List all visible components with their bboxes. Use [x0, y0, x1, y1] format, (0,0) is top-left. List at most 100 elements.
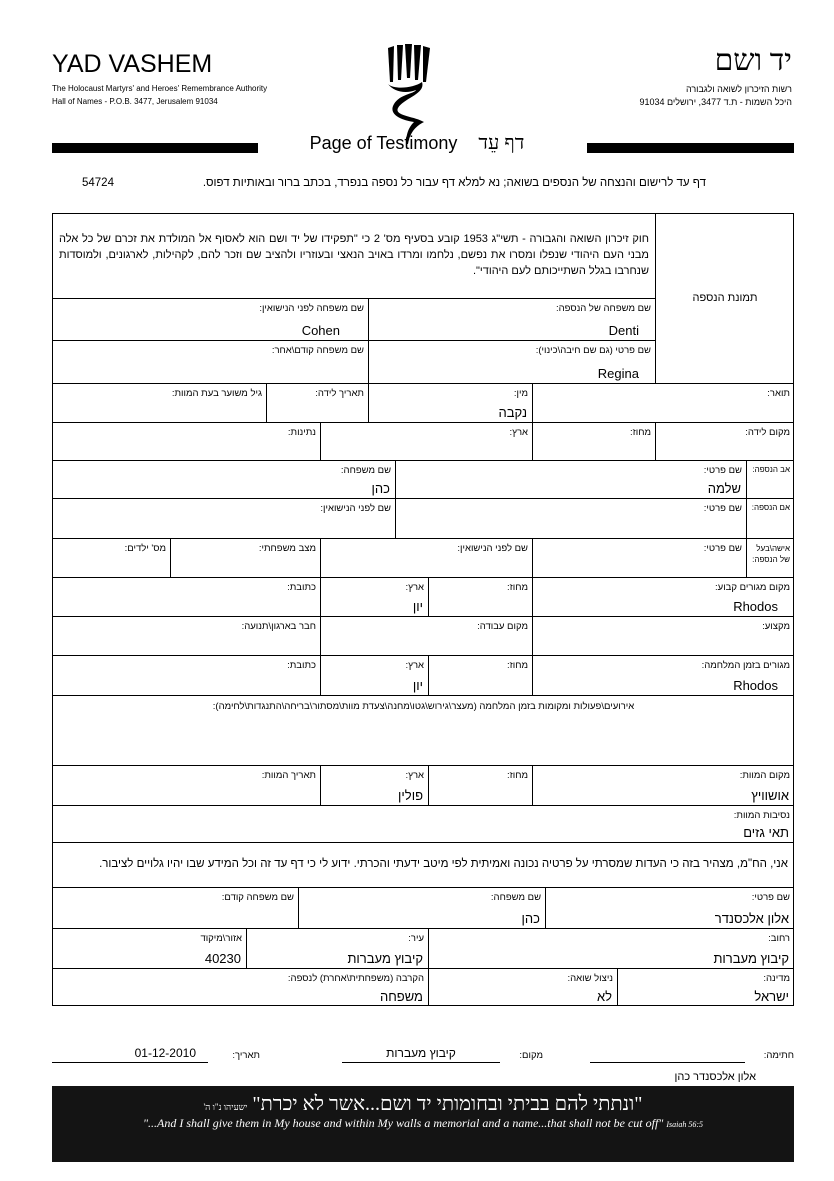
residence-address-field[interactable]: כתובת:	[52, 577, 320, 616]
death-place-field[interactable]: מקום המוות: אושוויץ	[532, 765, 794, 805]
wartime-region-field[interactable]: מחוז:	[428, 655, 532, 695]
quote-he-line: "ונתתי להם בביתי ובחומותי יד ושם...אשר ל…	[52, 1093, 794, 1116]
victim-birth-date-field[interactable]: תאריך לידה:	[266, 383, 368, 422]
victim-previous-surname-field[interactable]: שם משפחה קודם\אחר:	[52, 340, 368, 383]
field-value: Regina	[597, 366, 639, 381]
field-value: Cohen	[301, 323, 340, 338]
org-address-he: היכל השמות - ת.ד 3477, ירושלים 91034	[639, 97, 792, 107]
field-label: מחוז:	[507, 660, 528, 671]
workplace-field[interactable]: מקום עבודה:	[320, 616, 532, 655]
field-value: אלון אלכסנדר	[714, 911, 789, 926]
mother-first-name-field[interactable]: שם פרטי:	[395, 498, 746, 538]
date-line	[52, 1062, 208, 1063]
page-title: Page of Testimony דף עֵד	[0, 132, 834, 155]
spouse-maiden-name-field[interactable]: שם לפני הנישואין:	[320, 538, 532, 577]
quote-en: "...And I shall give them in My house an…	[142, 1116, 664, 1130]
children-count-field[interactable]: מס' ילדים:	[52, 538, 170, 577]
submitter-country-field[interactable]: מדינה: ישראל	[617, 968, 794, 1006]
quote-he-source: ישעיהו נ"ו ה'	[203, 1102, 248, 1112]
field-value: Rhodos	[733, 678, 778, 693]
quote-he: "ונתתי להם בביתי ובחומותי יד ושם...אשר ל…	[252, 1093, 643, 1115]
field-label: שם פרטי:	[703, 543, 742, 554]
place-value[interactable]: קיבוץ מעברות	[386, 1046, 456, 1060]
field-label: שם משפחה של הנספה:	[555, 303, 651, 314]
header-divider-right	[587, 143, 794, 153]
field-label: מקצוע:	[762, 621, 790, 632]
father-first-name-field[interactable]: שם פרטי: שלמה	[395, 460, 746, 498]
submitter-city-field[interactable]: עיר: קיבוץ מעברות	[246, 928, 428, 968]
field-label: שם פרטי:	[703, 465, 742, 476]
org-subtitle-en: The Holocaust Martyrs' and Heroes' Remem…	[52, 84, 268, 93]
place-label: מקום:	[519, 1050, 543, 1061]
field-label: נסיבות המוות:	[733, 810, 790, 821]
submitter-zip-field[interactable]: אזור\מיקוד 40230	[52, 928, 246, 968]
marital-status-field[interactable]: מצב משפחתי:	[170, 538, 320, 577]
birth-country-field[interactable]: ארץ:	[320, 422, 532, 460]
field-value: כהן	[371, 481, 390, 496]
mother-maiden-name-field[interactable]: שם לפני הנישואין:	[52, 498, 395, 538]
victim-maiden-name-field[interactable]: שם משפחה לפני הנישואין: Cohen	[52, 298, 368, 340]
field-label: שם פרטי:	[751, 892, 790, 903]
victim-first-name-field[interactable]: שם פרטי (גם שם חיבה\כינוי): Regina	[368, 340, 655, 383]
submitter-street-field[interactable]: רחוב: קיבוץ מעברות	[428, 928, 794, 968]
law-text: חוק זיכרון השואה והגבורה - תשי"ג 1953 קו…	[52, 213, 655, 298]
wartime-events-field[interactable]: אירועים\פעולות ומקומות בזמן המלחמה (מעצר…	[52, 695, 794, 765]
wartime-country-field[interactable]: ארץ: יון	[320, 655, 428, 695]
field-label: שם משפחה קודם:	[221, 892, 294, 903]
death-region-field[interactable]: מחוז:	[428, 765, 532, 805]
death-country-field[interactable]: ארץ: פולין	[320, 765, 428, 805]
yad-vashem-logo-icon	[388, 44, 430, 144]
residence-country-field[interactable]: ארץ: יון	[320, 577, 428, 616]
field-label: אזור\מיקוד	[200, 933, 242, 944]
victim-surname-field[interactable]: שם משפחה של הנספה: Denti	[368, 298, 655, 340]
quote-banner: "ונתתי להם בביתי ובחומותי יד ושם...אשר ל…	[52, 1086, 794, 1162]
field-label: מקום מגורים קבוע:	[715, 582, 790, 593]
quote-en-source: Isaiah 56:5	[666, 1120, 704, 1129]
profession-field[interactable]: מקצוע:	[532, 616, 794, 655]
field-value: קיבוץ מעברות	[713, 951, 789, 966]
field-label: מחוז:	[507, 770, 528, 781]
victim-title-field[interactable]: תואר:	[532, 383, 794, 422]
victim-gender-field[interactable]: מין: נקבה	[368, 383, 532, 422]
field-value: שלמה	[707, 481, 741, 496]
victim-age-field[interactable]: גיל משוער בעת המוות:	[52, 383, 266, 422]
death-circumstances-field[interactable]: נסיבות המוות: תאי גזים	[52, 805, 794, 842]
submitter-previous-surname-field[interactable]: שם משפחה קודם:	[52, 887, 298, 928]
wartime-address-field[interactable]: כתובת:	[52, 655, 320, 695]
residence-region-field[interactable]: מחוז:	[428, 577, 532, 616]
father-surname-field[interactable]: שם משפחה: כהן	[52, 460, 395, 498]
birth-place-field[interactable]: מקום לידה:	[655, 422, 794, 460]
date-label: תאריך:	[232, 1050, 260, 1061]
mother-section-label: אם הנספה:	[746, 498, 794, 538]
field-value: משפחה	[379, 989, 423, 1004]
field-value: יון	[412, 599, 423, 614]
field-value: כהן	[521, 911, 540, 926]
submitter-surname-field[interactable]: שם משפחה: כהן	[298, 887, 545, 928]
field-value: תאי גזים	[743, 825, 789, 840]
field-label: שם משפחה:	[490, 892, 541, 903]
birth-region-field[interactable]: מחוז:	[532, 422, 655, 460]
survivor-field[interactable]: ניצול שואה: לא	[428, 968, 617, 1006]
photo-label: תמונת הנספה	[692, 292, 758, 304]
field-label: ניצול שואה:	[567, 973, 613, 984]
submitter-first-name-field[interactable]: שם פרטי: אלון אלכסנדר	[545, 887, 794, 928]
place-line	[342, 1062, 500, 1063]
date-value[interactable]: 01-12-2010	[52, 1046, 208, 1060]
relationship-field[interactable]: הקרבה (משפחתית\אחרת) לנספה: משפחה	[52, 968, 428, 1006]
spouse-first-name-field[interactable]: שם פרטי:	[532, 538, 746, 577]
death-date-field[interactable]: תאריך המוות:	[52, 765, 320, 805]
citizenship-field[interactable]: נתינות:	[52, 422, 320, 460]
field-label: שם משפחה קודם\אחר:	[271, 345, 364, 356]
organization-field[interactable]: חבר בארגון\תנועה:	[52, 616, 320, 655]
field-label: אם הנספה:	[751, 503, 790, 512]
org-subtitle-he: רשות הזיכרון לשואה ולגבורה	[685, 84, 792, 94]
residence-place-field[interactable]: מקום מגורים קבוע: Rhodos	[532, 577, 794, 616]
field-label: מס' ילדים:	[124, 543, 166, 554]
signer-name: אלון אלכסנדר כהן	[674, 1071, 756, 1083]
photo-field[interactable]: תמונת הנספה	[655, 213, 794, 383]
signature-line[interactable]	[590, 1062, 745, 1063]
wartime-place-field[interactable]: מגורים בזמן המלחמה: Rhodos	[532, 655, 794, 695]
declaration-text: אני, הח"מ, מצהיר בזה כי העדות שמסרתי על …	[52, 842, 794, 887]
field-label: חבר בארגון\תנועה:	[241, 621, 316, 632]
field-value: קיבוץ מעברות	[347, 951, 423, 966]
